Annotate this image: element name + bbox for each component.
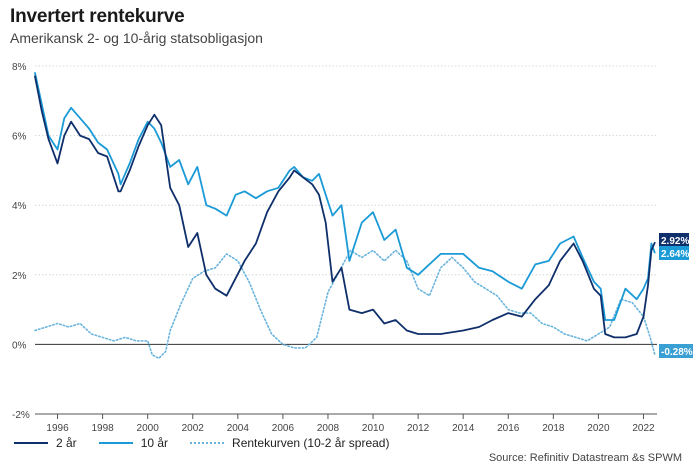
x-tick-label: 2004	[227, 423, 250, 434]
end-label-y2: 2.92%	[661, 236, 689, 247]
legend-label-2yr: 2 år	[56, 436, 77, 450]
y-tick-label: 6%	[12, 132, 27, 143]
x-tick-label: 2016	[497, 423, 520, 434]
series-line-y2	[34, 75, 656, 339]
x-tick-label: 2006	[272, 423, 295, 434]
x-tick-label: 2010	[362, 423, 385, 434]
chart-subtitle: Amerikansk 2- og 10-årig statsobligasjon	[10, 30, 263, 46]
end-label-y10: 2.64%	[661, 249, 689, 260]
end-label-bg-y2	[659, 233, 689, 247]
y-tick-label: 2%	[12, 271, 27, 282]
chart-title: Invertert rentekurve	[10, 6, 185, 27]
y-tick-label: 8%	[12, 62, 27, 73]
y-tick-label: 4%	[12, 201, 27, 212]
legend-item-10yr: 10 år	[98, 436, 169, 450]
series-line-spread	[34, 249, 656, 360]
x-tick-label: 1998	[91, 423, 114, 434]
x-tick-label: 2014	[452, 423, 475, 434]
x-tick-label: 2002	[182, 423, 205, 434]
x-tick-label: 2022	[632, 423, 655, 434]
end-label-bg-spread	[659, 344, 693, 358]
x-tick-label: 2020	[587, 423, 610, 434]
x-tick-label: 2012	[407, 423, 430, 434]
legend: 2 år 10 år Rentekurven (10-2 år spread)	[14, 436, 411, 450]
x-tick-label: 2018	[542, 423, 565, 434]
legend-swatch-spread	[190, 442, 225, 444]
x-tick-label: 1996	[46, 423, 69, 434]
legend-swatch-2yr	[14, 442, 48, 444]
legend-swatch-10yr	[98, 442, 133, 444]
y-tick-label: 0%	[12, 340, 27, 351]
end-label-bg-y10	[659, 246, 689, 260]
legend-item-2yr: 2 år	[14, 436, 77, 450]
series-line-y10	[34, 72, 656, 321]
legend-item-spread: Rentekurven (10-2 år spread)	[190, 436, 389, 450]
y-tick-label: -2%	[12, 410, 30, 421]
x-tick-label: 2000	[137, 423, 160, 434]
end-label-spread: -0.28%	[661, 347, 693, 358]
legend-label-10yr: 10 år	[140, 436, 169, 450]
legend-label-spread: Rentekurven (10-2 år spread)	[232, 436, 390, 450]
source-note: Source: Refinitiv Datastream &s SPWM	[488, 452, 682, 464]
x-tick-label: 2008	[317, 423, 340, 434]
